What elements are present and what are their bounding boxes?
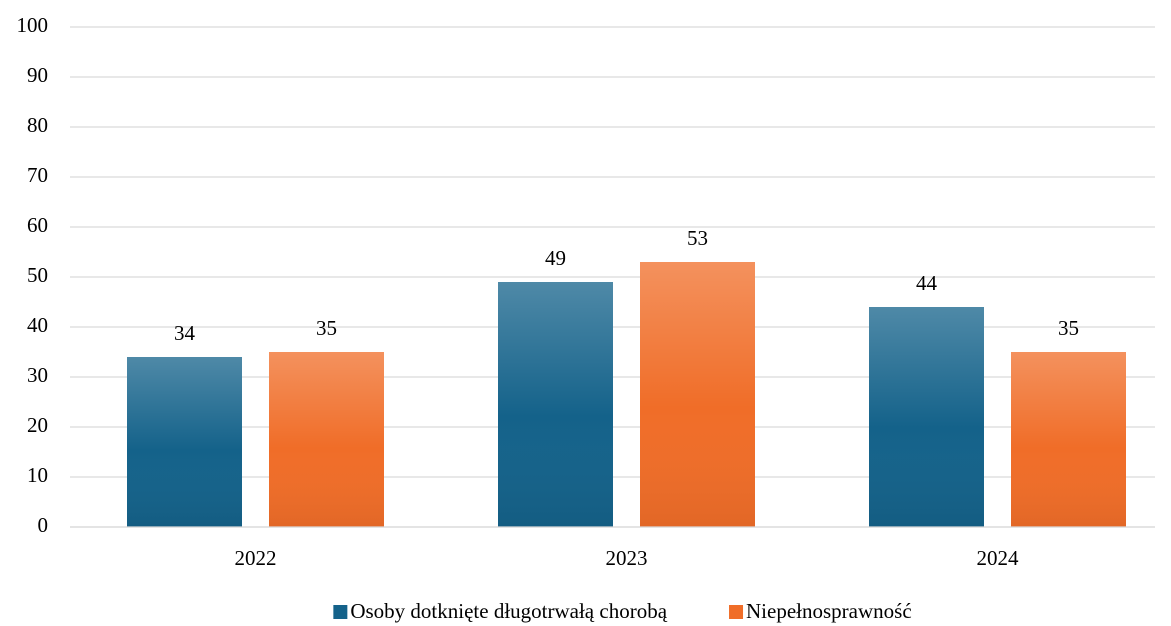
bar-shine bbox=[127, 357, 242, 527]
y-tick-label: 40 bbox=[27, 313, 48, 337]
value-label: 35 bbox=[1058, 316, 1079, 340]
x-tick-label: 2022 bbox=[235, 546, 277, 570]
legend-swatch bbox=[729, 605, 744, 619]
bar-shine bbox=[640, 262, 755, 527]
y-tick-label: 100 bbox=[17, 13, 49, 37]
legend-swatch bbox=[333, 605, 348, 619]
bar-shine bbox=[269, 352, 384, 527]
y-tick-label: 90 bbox=[27, 63, 48, 87]
y-tick-label: 0 bbox=[38, 513, 49, 537]
bar-shine bbox=[498, 282, 613, 527]
bar-shine bbox=[869, 307, 984, 527]
value-label: 53 bbox=[687, 226, 708, 250]
bar-shine bbox=[1011, 352, 1126, 527]
y-tick-label: 70 bbox=[27, 163, 48, 187]
value-label: 49 bbox=[545, 246, 566, 270]
y-tick-label: 50 bbox=[27, 263, 48, 287]
x-tick-label: 2024 bbox=[977, 546, 1020, 570]
y-tick-label: 60 bbox=[27, 213, 48, 237]
y-tick-label: 10 bbox=[27, 463, 48, 487]
legend-label: Osoby dotknięte długotrwałą chorobą bbox=[350, 599, 667, 623]
y-tick-label: 20 bbox=[27, 413, 48, 437]
value-label: 44 bbox=[916, 271, 938, 295]
y-tick-label: 80 bbox=[27, 113, 48, 137]
value-label: 34 bbox=[174, 321, 196, 345]
legend-label: Niepełnosprawność bbox=[746, 599, 912, 623]
y-tick-label: 30 bbox=[27, 363, 48, 387]
value-label: 35 bbox=[316, 316, 337, 340]
x-tick-label: 2023 bbox=[606, 546, 648, 570]
